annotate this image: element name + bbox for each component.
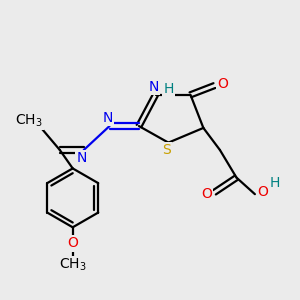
Text: CH$_3$: CH$_3$: [59, 257, 86, 273]
Text: O: O: [258, 185, 268, 199]
Text: H: H: [163, 82, 174, 96]
Text: H: H: [270, 176, 280, 190]
Text: O: O: [67, 236, 78, 250]
Text: S: S: [162, 143, 171, 157]
Text: O: O: [201, 187, 212, 201]
Text: N: N: [103, 111, 113, 125]
Text: CH$_3$: CH$_3$: [15, 112, 42, 129]
Text: N: N: [77, 151, 87, 165]
Text: O: O: [217, 77, 228, 91]
Text: N: N: [148, 80, 159, 94]
